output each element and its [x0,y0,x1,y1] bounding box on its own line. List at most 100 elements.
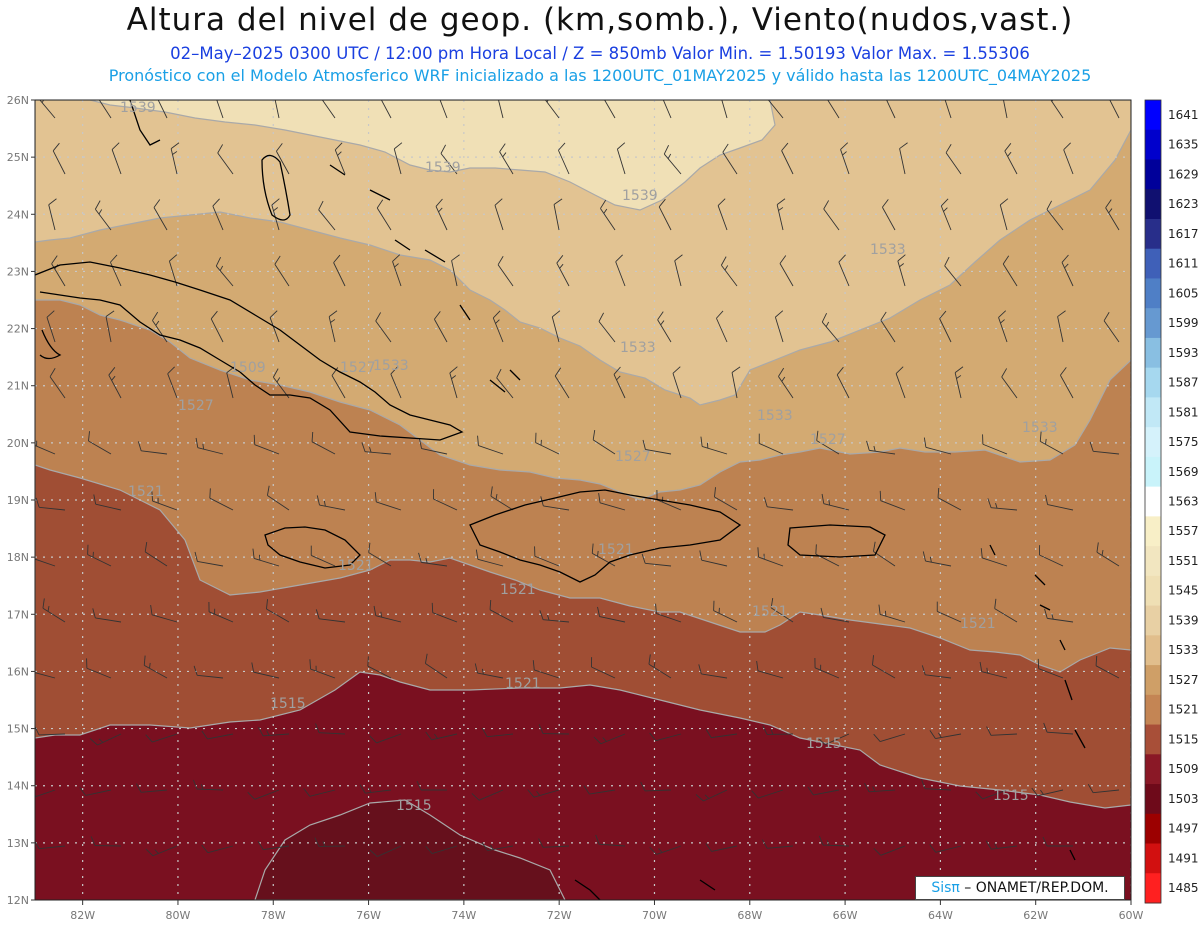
wind-barb [79,787,112,796]
wind-barb [714,487,738,511]
wind-barb [940,198,952,231]
wind-barb [111,142,122,175]
contour-label: 1533 [373,358,409,374]
wind-barb [921,665,952,679]
wind-barb [193,665,224,679]
colorbar-swatch [1145,218,1161,250]
colorbar-level-label: 1527 [1168,673,1199,687]
wind-barb [816,430,840,455]
wind-barb [1038,545,1064,567]
colorbar-swatch [1145,337,1161,369]
latitude-label: 17N [7,608,29,621]
wind-barb [532,660,560,679]
wind-barb [975,789,1008,800]
wind-barb [982,434,1008,455]
wind-barb [998,310,1008,343]
wind-barb [590,657,616,679]
wind-barb [716,310,728,343]
colorbar-level-label: 1611 [1168,257,1199,271]
wind-barb [538,838,570,848]
wind-barb [96,100,112,119]
wind-barb [368,542,392,567]
wind-barb [994,598,1018,623]
wind-barb [817,733,850,745]
wind-barb [309,659,336,679]
colorbar-swatch [1145,813,1161,845]
colorbar-level-label: 1629 [1168,167,1199,181]
wind-barb [434,311,448,343]
wind-barb [257,841,290,851]
wind-barb [217,144,234,175]
colorbar-level-label: 1533 [1168,643,1199,657]
latitude-label: 22N [7,323,29,336]
wind-barb [432,489,458,511]
wind-barb [538,724,570,735]
wind-barb [921,779,952,791]
latitude-label: 23N [7,265,29,278]
wind-barb [937,487,962,511]
wind-barb [89,733,122,746]
colorbar-level-label: 1587 [1168,376,1199,390]
wind-barb [616,142,626,175]
wind-barb [276,143,290,175]
wind-barb [592,430,616,455]
wind-barb [316,495,346,511]
wind-barb [872,655,896,679]
wind-barb [779,255,794,287]
wind-barb [558,142,570,175]
wind-barb [763,497,794,511]
colorbar-swatch [1145,308,1161,339]
wind-barb [820,607,850,623]
colorbar-level-label: 1623 [1168,197,1199,211]
wind-barb [253,434,280,455]
valid-time-subtitle: 02–May–2025 0300 UTC / 12:00 pm Hora Loc… [170,44,1030,63]
wind-barb [1042,836,1073,847]
contour-band-1503 [254,799,566,900]
colorbar: 1641 1635 1629 1623 1617 1611 1605 1599 1593 1587… [1144,99,1199,904]
colorbar-swatch [1145,843,1161,874]
wind-barb [751,789,784,799]
wind-barb [542,100,560,119]
cuba-coast [35,261,464,441]
wind-barb [1001,100,1008,119]
contour-label: 1527 [810,432,846,448]
wind-barb [499,143,514,175]
contour-label: 1539 [622,188,658,204]
puerto-rico-coast [787,524,886,558]
wind-barb [700,436,728,455]
wind-barb [836,366,850,399]
wind-barb [303,788,336,797]
wind-barb [252,548,280,567]
contour-label: 1533 [757,408,793,424]
wind-barb [1046,200,1064,231]
wind-barb [598,493,626,511]
wind-barb [838,254,850,287]
wind-barb [425,731,458,741]
colorbar-level-label: 1545 [1168,584,1199,598]
wind-barb [823,200,840,231]
wind-barb [137,441,168,455]
latitude-label: 15N [7,723,29,736]
wind-barb [361,442,392,455]
wind-barb [496,368,514,399]
wind-barb [88,431,112,455]
wind-barb [641,553,672,567]
wind-barb [1057,310,1066,343]
colorbar-swatch [1145,724,1161,755]
wind-barb [214,100,224,119]
wind-barb [774,310,784,343]
contour-label: 1521 [500,582,536,598]
wind-barb [1039,431,1064,455]
colorbar-swatch [1145,546,1161,577]
wind-barb [378,100,392,119]
colorbar-level-label: 1557 [1168,524,1199,538]
wind-barb [880,311,896,343]
wind-barb [194,551,224,567]
wind-barb [929,844,962,853]
longitude-label: 60W [1119,909,1144,922]
wind-barb [720,256,738,287]
wind-barb [369,845,402,857]
wind-barb [35,670,56,679]
wind-barb [108,367,122,399]
wind-barb [315,723,346,735]
